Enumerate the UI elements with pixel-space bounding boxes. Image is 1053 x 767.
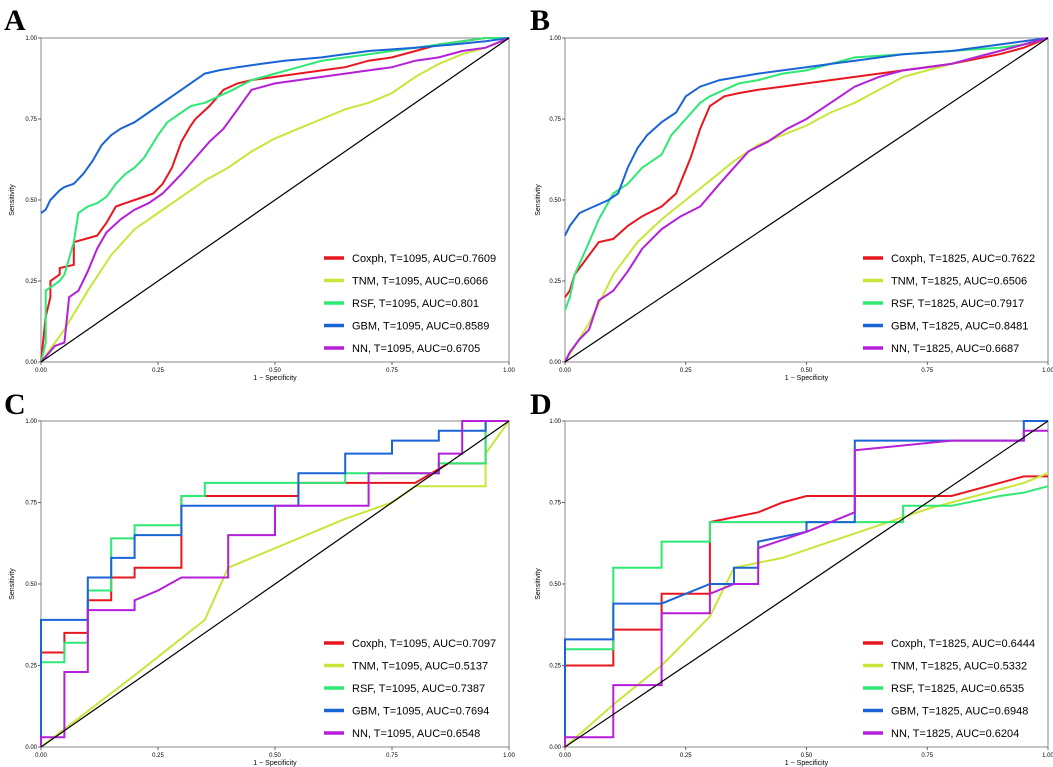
y-tick-label: 0.25	[549, 664, 561, 670]
x-tick-label: 0.75	[386, 753, 398, 759]
y-axis-label: Sensitivity	[9, 184, 16, 216]
panel-label-a: A	[4, 4, 26, 37]
roc-panel-a: A 0.00 0.25 0.50 0.75 1.00 0.00 0.25 0.50 0.75 1.0…	[4, 4, 515, 382]
reference-diagonal	[564, 37, 1049, 363]
legend: Coxph, T=1095, AUC=0.7609 TNM, T=1095, AU…	[324, 253, 496, 355]
y-tick-label: 0.00	[549, 745, 561, 751]
reference-diagonal	[40, 420, 510, 748]
legend-label-nn: NN, T=1825, AUC=0.6204	[891, 728, 1019, 740]
y-tick-label: 0.25	[549, 279, 561, 285]
panel-label-d: D	[530, 388, 552, 421]
legend-label-gbm: GBM, T=1825, AUC=0.8481	[891, 321, 1028, 333]
legend-label-tnm: TNM, T=1825, AUC=0.5332	[891, 661, 1027, 673]
roc-curve-tnm	[564, 472, 1049, 748]
legend-label-gbm: GBM, T=1095, AUC=0.7694	[352, 706, 489, 718]
panel-label-b: B	[530, 4, 550, 37]
y-axis-label: Sensitivity	[535, 184, 542, 216]
y-tick-label: 0.00	[25, 745, 37, 751]
panel-label-c: C	[4, 388, 26, 421]
x-tick-label: 0.00	[35, 753, 47, 759]
x-tick-label: 0.50	[801, 753, 813, 759]
legend-label-rsf: RSF, T=1825, AUC=0.6535	[891, 683, 1024, 695]
y-tick-label: 0.50	[549, 198, 561, 204]
legend-label-nn: NN, T=1825, AUC=0.6687	[891, 343, 1019, 355]
reference-diagonal	[40, 37, 510, 363]
y-tick-label: 0.25	[25, 279, 37, 285]
x-axis-label: 1 − Specificity	[253, 375, 297, 382]
legend-label-rsf: RSF, T=1095, AUC=0.801	[352, 298, 479, 310]
x-tick-label: 1.00	[1042, 368, 1053, 374]
legend-label-tnm: TNM, T=1095, AUC=0.5137	[352, 661, 488, 673]
legend-label-tnm: TNM, T=1825, AUC=0.6506	[891, 276, 1027, 288]
legend-label-coxph: Coxph, T=1825, AUC=0.7622	[891, 253, 1035, 265]
x-tick-label: 0.00	[35, 368, 47, 374]
legend-label-nn: NN, T=1095, AUC=0.6705	[352, 343, 480, 355]
x-tick-label: 1.00	[503, 753, 515, 759]
y-tick-label: 0.75	[25, 501, 37, 507]
roc-curve-rsf	[40, 37, 509, 363]
legend-label-rsf: RSF, T=1825, AUC=0.7917	[891, 298, 1024, 310]
roc-curve-gbm	[564, 37, 1049, 237]
roc-curve-nn	[40, 420, 509, 747]
roc-panel-b: B 0.00 0.25 0.50 0.75 1.00 0.00 0.25 0.50 0.75 1.0…	[530, 4, 1053, 382]
legend-label-nn: NN, T=1095, AUC=0.6548	[352, 728, 480, 740]
legend-label-gbm: GBM, T=1825, AUC=0.6948	[891, 706, 1028, 718]
roc-curve-coxph	[40, 420, 509, 747]
x-tick-label: 0.75	[386, 368, 398, 374]
x-tick-label: 0.25	[680, 753, 692, 759]
roc-curve-rsf	[564, 485, 1049, 747]
legend-label-gbm: GBM, T=1095, AUC=0.8589	[352, 321, 489, 333]
y-tick-label: 0.00	[549, 360, 561, 366]
roc-curve-nn	[564, 429, 1048, 747]
y-axis-label: Sensitivity	[535, 568, 542, 600]
x-tick-label: 0.75	[921, 368, 933, 374]
y-tick-label: 1.00	[25, 36, 37, 42]
x-axis-label: 1 − Specificity	[253, 760, 297, 767]
legend-label-tnm: TNM, T=1095, AUC=0.6066	[352, 276, 488, 288]
y-axis-label: Sensitivity	[9, 568, 16, 600]
y-tick-label: 0.75	[549, 501, 561, 507]
y-tick-label: 0.25	[25, 664, 37, 670]
reference-diagonal	[564, 420, 1049, 748]
x-tick-label: 1.00	[1042, 753, 1053, 759]
legend-label-rsf: RSF, T=1095, AUC=0.7387	[352, 683, 485, 695]
legend-label-coxph: Coxph, T=1095, AUC=0.7609	[352, 253, 496, 265]
legend-label-coxph: Coxph, T=1825, AUC=0.6444	[891, 638, 1035, 650]
roc-curve-nn	[564, 37, 1049, 363]
roc-panel-d: D 0.00 0.25 0.50 0.75 1.00 0.00 0.25 0.50 0.75 1.0…	[530, 388, 1053, 767]
y-tick-label: 0.75	[549, 117, 561, 123]
y-tick-label: 0.50	[25, 582, 37, 588]
x-tick-label: 0.00	[559, 753, 571, 759]
y-tick-label: 1.00	[549, 419, 561, 425]
y-tick-label: 0.50	[549, 582, 561, 588]
x-tick-label: 0.50	[269, 753, 281, 759]
y-tick-label: 0.00	[25, 360, 37, 366]
x-tick-label: 0.00	[559, 368, 571, 374]
y-tick-label: 0.50	[25, 198, 37, 204]
x-tick-label: 0.25	[680, 368, 692, 374]
x-tick-label: 0.50	[801, 368, 813, 374]
y-tick-label: 0.75	[25, 117, 37, 123]
roc-curve-nn	[40, 37, 510, 363]
roc-curve-gbm	[40, 37, 510, 214]
legend-label-coxph: Coxph, T=1095, AUC=0.7097	[352, 638, 496, 650]
x-axis-label: 1 − Specificity	[785, 760, 829, 767]
x-tick-label: 1.00	[503, 368, 515, 374]
y-tick-label: 1.00	[25, 419, 37, 425]
x-tick-label: 0.50	[269, 368, 281, 374]
x-tick-label: 0.25	[152, 368, 164, 374]
roc-panel-c: C 0.00 0.25 0.50 0.75 1.00 0.00 0.25 0.50 0.75 1.0…	[4, 388, 515, 767]
roc-curve-tnm	[40, 420, 510, 748]
x-tick-label: 0.75	[921, 753, 933, 759]
legend: Coxph, T=1095, AUC=0.7097 TNM, T=1095, AU…	[324, 638, 496, 740]
x-tick-label: 0.25	[152, 753, 164, 759]
roc-curve-tnm	[40, 37, 510, 363]
y-tick-label: 1.00	[549, 36, 561, 42]
legend: Coxph, T=1825, AUC=0.7622 TNM, T=1825, AU…	[863, 253, 1035, 355]
x-axis-label: 1 − Specificity	[785, 375, 829, 382]
legend: Coxph, T=1825, AUC=0.6444 TNM, T=1825, AU…	[863, 638, 1035, 740]
